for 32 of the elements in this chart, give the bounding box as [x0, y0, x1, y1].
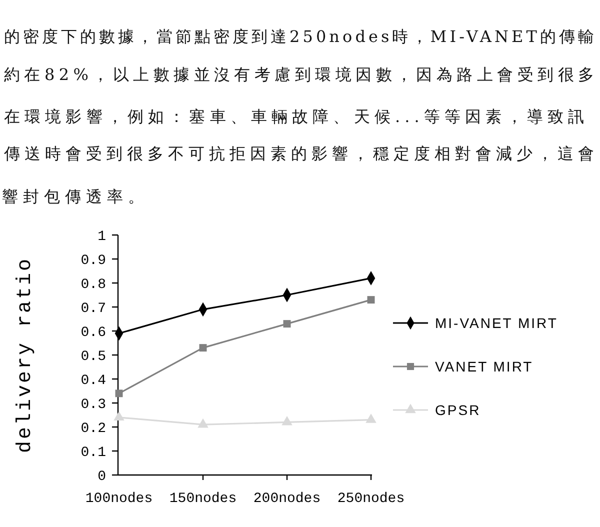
- y-tick-label: 0.8: [80, 276, 106, 293]
- x-tick-label: 100nodes: [85, 490, 153, 507]
- y-tick-label: 1: [98, 228, 106, 245]
- y-axis-title: delivery ratio: [14, 256, 37, 454]
- x-tick-label: 250nodes: [337, 490, 405, 507]
- x-tick-label: 200nodes: [253, 490, 321, 507]
- y-tick-label: 0.6: [80, 324, 106, 341]
- point: [115, 390, 123, 398]
- y-tick-label: 0.9: [80, 252, 106, 269]
- y-tick-label: 0.1: [80, 444, 106, 461]
- text: 響封包傳透率。: [2, 187, 149, 206]
- point: [283, 320, 291, 328]
- legend-label: GPSR: [435, 402, 481, 418]
- text: 傳送時會受到很多不可抗拒因素的影響，穩定度相對會減少，這會: [3, 144, 594, 163]
- y-tick-label: 0.4: [80, 372, 106, 389]
- y-tick-label: 0.3: [80, 396, 106, 413]
- point: [199, 344, 207, 352]
- y-tick-label: 0.2: [80, 420, 106, 437]
- legend-label: VANET MIRT: [435, 358, 534, 374]
- point: [282, 416, 292, 426]
- text: 約在82%，以上數據並沒有考慮到環境因數，因為路上會受到很多: [4, 65, 594, 84]
- legend-label: MI-VANET MIRT: [435, 314, 558, 331]
- point: [198, 418, 208, 428]
- text: 的密度下的數據，當節點密度到達250nodes時，MI-VANET的傳輸: [4, 27, 594, 46]
- point: [366, 414, 376, 423]
- x-tick-label: 150nodes: [169, 490, 237, 507]
- y-tick-label: 0: [98, 468, 106, 485]
- point: [367, 296, 375, 304]
- y-tick-label: 0.5: [80, 348, 106, 365]
- text: 在環境影響，例如：塞車、車輛故障、天候...等等因素，導致訊: [4, 107, 584, 126]
- y-tick-label: 0.7: [80, 300, 106, 317]
- point: [114, 411, 124, 420]
